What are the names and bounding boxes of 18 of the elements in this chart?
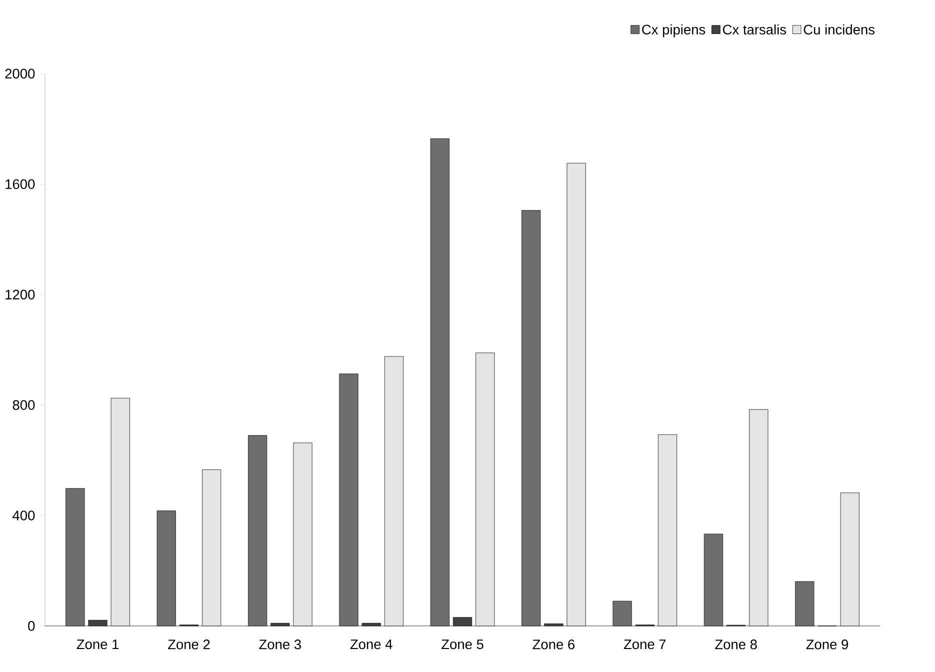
x-tick-label: Zone 2 [168,639,210,650]
x-tick-label: Zone 7 [624,640,666,650]
y-tick-label: 1200 [6,290,35,300]
y-tick-label: 800 [12,400,35,410]
legend-label: Cx pipiens [642,24,706,38]
y-tick-label: 2000 [5,68,35,78]
x-tick-label: Zone 4 [350,640,392,650]
x-tick-label: Zone 6 [532,639,574,650]
legend-label: Cu incidens [804,24,875,34]
y-tick-label: 1600 [6,179,35,189]
y-tick-label: 0 [28,620,35,631]
x-tick-label: Zone 1 [76,640,119,650]
x-tick-label: Zone 8 [715,639,757,650]
legend-label: Cx tarsalis [723,24,786,34]
x-tick-label: Zone 3 [259,639,301,650]
x-tick-label: Zone 5 [442,640,484,650]
y-tick-label: 400 [12,510,35,520]
x-tick-label: Zone 9 [806,639,848,650]
